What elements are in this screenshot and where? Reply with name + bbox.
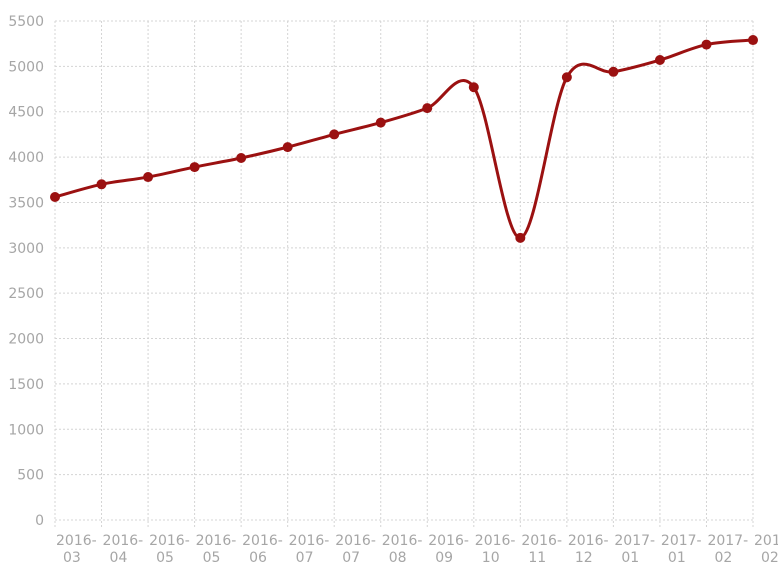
y-tick-label: 1500: [8, 377, 44, 393]
y-tick-label: 4000: [8, 150, 44, 166]
x-tick-label-line: 2017-: [614, 533, 655, 549]
x-tick-label: 2016-11: [521, 533, 562, 566]
x-tick-label-line: 2016-: [149, 533, 190, 549]
point: [748, 35, 758, 46]
y-tick-label: 2000: [8, 332, 44, 348]
y-tick-label: 4500: [8, 105, 44, 121]
x-tick-label-line: 2016-: [521, 533, 562, 549]
x-tick-label-line: 01: [621, 550, 639, 566]
point: [422, 103, 433, 114]
x-tick-label: 2017-02: [707, 533, 748, 566]
x-tick-label-line: 03: [63, 550, 81, 566]
y-tick-label: 0: [35, 513, 44, 529]
point: [654, 55, 665, 66]
x-tick-label-line: 2016-: [103, 533, 144, 549]
x-tick-label: 2016-04: [103, 533, 144, 566]
x-tick-label-line: 2016-: [382, 533, 423, 549]
x-tick-label-line: 02: [714, 550, 732, 566]
x-tick-label: 2016-05: [149, 533, 190, 566]
point: [329, 129, 340, 140]
point: [189, 162, 200, 173]
x-tick-label-line: 2017-: [707, 533, 748, 549]
x-tick-label: 2017-01: [661, 533, 702, 566]
x-tick-label: 2016-03: [56, 533, 97, 566]
x-tick-label: 2016-07: [335, 533, 376, 566]
x-tick-label-line: 2016-: [475, 533, 516, 549]
y-tick-label: 3500: [8, 195, 44, 211]
x-tick-label-line: 07: [296, 550, 314, 566]
x-tick-label-line: 04: [110, 550, 128, 566]
point: [561, 72, 572, 83]
point: [50, 192, 60, 203]
x-tick-label-line: 02: [761, 550, 778, 566]
x-tick-label: 2016-05: [196, 533, 237, 566]
point: [701, 39, 712, 50]
point: [515, 232, 526, 243]
x-tick-label-line: 2016-: [289, 533, 330, 549]
x-tick-label: 2017-02: [754, 533, 778, 566]
x-tick-label-line: 2016-: [242, 533, 283, 549]
x-tick-label: 2016-10: [475, 533, 516, 566]
x-tick-label: 2016-09: [428, 533, 469, 566]
x-tick-label-line: 2017-: [754, 533, 778, 549]
x-tick-label-line: 06: [249, 550, 267, 566]
x-tick-label-line: 2016-: [56, 533, 97, 549]
x-tick-label-line: 07: [342, 550, 360, 566]
x-tick-label-line: 09: [435, 550, 453, 566]
x-tick-label: 2016-08: [382, 533, 423, 566]
x-tick-label-line: 05: [156, 550, 174, 566]
point: [282, 142, 293, 153]
point: [375, 117, 386, 128]
x-tick-label: 2016-06: [242, 533, 283, 566]
point: [468, 82, 479, 93]
x-tick-label: 2016-12: [568, 533, 609, 566]
x-tick-label-line: 2016-: [568, 533, 609, 549]
x-tick-label: 2017-01: [614, 533, 655, 566]
x-tick-label-line: 2016-: [196, 533, 237, 549]
x-tick-label-line: 01: [668, 550, 686, 566]
point: [236, 152, 247, 163]
x-tick-label: 2016-07: [289, 533, 330, 566]
y-tick-label: 1000: [8, 422, 44, 438]
y-tick-label: 2500: [8, 286, 44, 302]
point: [143, 172, 154, 183]
y-tick-label: 5500: [8, 14, 44, 30]
x-tick-label-line: 2017-: [661, 533, 702, 549]
x-tick-label-line: 08: [389, 550, 407, 566]
x-tick-label-line: 2016-: [428, 533, 469, 549]
point: [96, 179, 107, 190]
y-tick-label: 3000: [8, 241, 44, 257]
x-tick-label-line: 11: [528, 550, 546, 566]
y-tick-label: 500: [17, 468, 44, 484]
line: [54, 38, 754, 240]
x-tick-label-line: 12: [575, 550, 593, 566]
point: [608, 66, 619, 77]
x-tick-label-line: 10: [482, 550, 500, 566]
x-tick-label-line: 2016-: [335, 533, 376, 549]
y-tick-label: 5000: [8, 59, 44, 75]
x-tick-label-line: 05: [203, 550, 221, 566]
